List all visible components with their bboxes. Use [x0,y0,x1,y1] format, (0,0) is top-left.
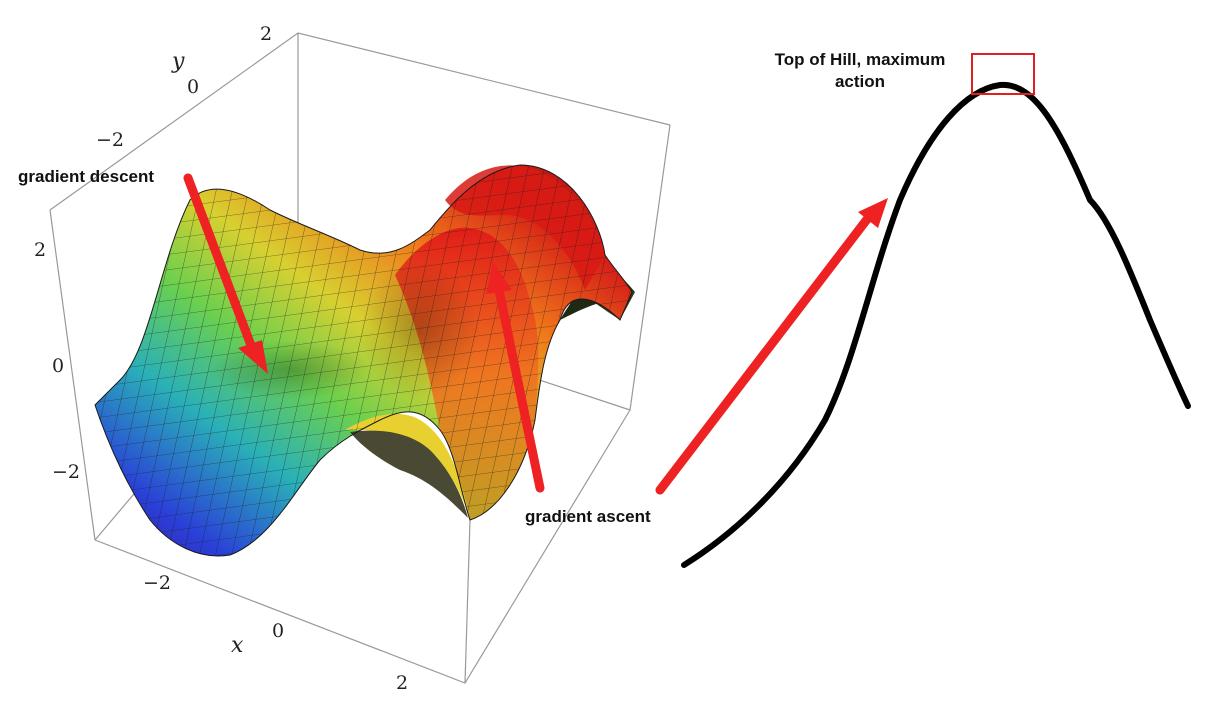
hill-climb-arrow [655,213,873,495]
x-axis-ticks: −2 0 2 [143,572,408,694]
y-axis-ticks: 2 0 −2 [96,23,272,151]
y-tick: 0 [187,76,199,98]
gradient-descent-label: gradient descent [18,167,154,186]
top-of-hill-label-line2: action [835,72,885,91]
top-of-hill-label-line1: Top of Hill, maximum [775,50,946,69]
hill-climb-arrowhead [858,198,888,228]
x-tick: 0 [272,620,284,642]
x-axis-label: x [231,633,244,658]
x-tick: 2 [396,672,408,694]
x-tick: −2 [143,572,171,594]
gradient-ascent-arrowhead [486,262,512,294]
y-axis-label: y [171,49,185,74]
z-tick: 0 [52,355,64,377]
surface-front-lip [345,413,470,520]
z-tick: −2 [52,461,80,483]
gradient-descent-arrowhead [238,340,268,374]
gradient-ascent-arrow [494,285,545,493]
y-tick: −2 [96,129,124,151]
hill-curve [681,81,1191,568]
arrows [183,173,888,495]
z-tick: 2 [34,239,46,261]
gradient-descent-arrow [183,173,257,353]
gradient-ascent-label: gradient ascent [525,507,651,526]
z-axis-ticks: 2 0 −2 [34,239,80,483]
y-tick: 2 [260,23,272,45]
hill-top-highlight-box [971,53,1035,95]
